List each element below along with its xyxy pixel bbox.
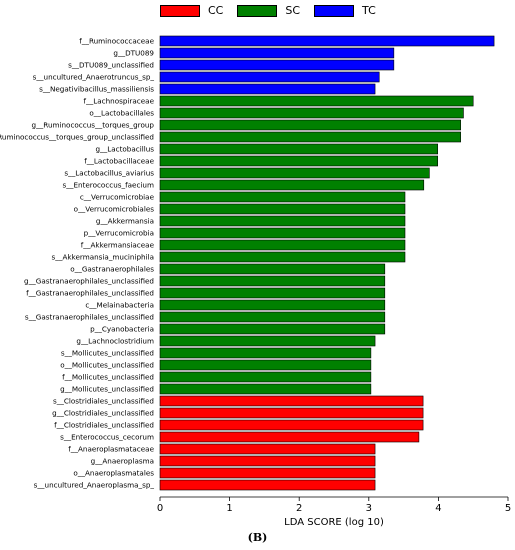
x-tick-label: 5 [505,503,511,514]
bar [159,227,406,239]
legend: CC SC TC [160,4,376,17]
bar-label: g__Clostridiales_unclassified [52,409,154,418]
bar [159,275,386,287]
bar [159,323,386,335]
bar-label: o__Lactobacillales [89,109,154,118]
bar-label: f__Clostridiales_unclassified [54,421,154,430]
bar-label: g__Ruminococcus__torques_group [32,121,155,130]
bar [159,119,461,131]
bar-label: s__Lactobacillus_aviarius [64,169,154,178]
bar-label: f__Anaeroplasmataceae [68,445,154,454]
bar-label: o__Verrucomicrobiales [74,205,155,214]
bar-label: s__uncultured_Anaerotruncus_sp_ [33,73,155,82]
legend-item-tc: TC [314,4,376,17]
bar-label: s__Akkermansia_muciniphila [52,253,154,262]
x-tick-label: 3 [366,503,372,514]
bar-label: s__Enterococcus_cecorum [60,433,154,442]
bar [159,407,424,419]
bar-label: g__Lachnoclostridium [76,337,154,346]
bar [159,203,406,215]
bar-label: s__Enterococcus_faecium [63,181,154,190]
bar [159,35,495,47]
legend-label-tc: TC [362,4,376,17]
bar [159,251,406,263]
bar-label: c__Verrucomicrobiae [80,193,155,202]
legend-label-sc: SC [285,4,301,17]
bar-label: s__Mollicutes_unclassified [61,349,154,358]
bar [159,395,424,407]
bar [159,431,420,443]
bar-label: g__DTU089 [113,49,154,58]
bar-label: s__DTU089_unclassified [68,61,154,70]
legend-item-cc: CC [160,4,223,17]
bar-label: c__Melainabacteria [85,301,154,310]
bar [159,59,395,71]
panel-label: (B) [247,531,268,544]
bar-label: o__Anaeroplasmatales [73,469,154,478]
bar-label: o__Gastranaerophilales [70,265,154,274]
bar-label: f__Lactobacillaceae [84,157,154,166]
bar [159,167,430,179]
x-tick-label: 4 [435,503,441,514]
bar-label: s__Ruminococcus__torques_group_unclassif… [0,133,154,142]
bar-label: g__Mollicutes_unclassified [60,385,154,394]
bar [159,347,372,359]
bar [159,311,386,323]
bar [159,383,372,395]
bar [159,263,386,275]
bar-label: f__Ruminococcaceae [79,37,154,46]
x-tick-label: 1 [226,503,232,514]
bar-label: s__Clostridiales_unclassified [53,397,154,406]
x-tick-label: 2 [296,503,302,514]
bar [159,95,474,107]
bar [159,83,376,95]
plot-area: f__Ruminococcaceae g__DTU089 s__DTU089_unc… [0,35,511,528]
bar [159,131,461,143]
bar-label: g__Lactobacillus [95,145,154,154]
legend-label-cc: CC [208,4,224,17]
bar [159,107,464,119]
x-tick-label: 0 [157,503,163,514]
bar [159,299,386,311]
legend-item-sc: SC [237,4,300,17]
x-axis-title: LDA SCORE (log 10) [284,517,384,528]
bar-label: o__Mollicutes_unclassified [60,361,154,370]
bar-label: f__Mollicutes_unclassified [62,373,154,382]
legend-swatch-cc [160,4,200,17]
bar [159,155,439,167]
bar [159,371,372,383]
bar [159,239,406,251]
bar [159,47,395,59]
bar [159,215,406,227]
bar [159,467,376,479]
bar [159,179,425,191]
bar-label: f__Akkermansiaceae [81,241,155,250]
bar [159,359,372,371]
bar-label: s__Negativibacillus_massiliensis [39,85,154,94]
bar-label: p__Verrucomicrobia [84,229,154,238]
bar [159,479,376,491]
bar-label: p__Cyanobacteria [90,325,154,334]
bar [159,335,376,347]
bar-label: s__uncultured_Anaeroplasma_sp_ [34,481,155,490]
bar [159,71,380,83]
bar-label: f__Lachnospiraceae [84,97,155,106]
bar-label: s__Gastranaerophilales_unclassified [25,313,154,322]
bar [159,191,406,203]
bar-label: g__Anaeroplasma [91,457,154,466]
bar [159,443,376,455]
bar [159,143,439,155]
bar [159,455,376,467]
bar [159,419,424,431]
legend-swatch-tc [314,4,355,17]
legend-swatch-sc [237,4,278,17]
bar-label: f__Gastranaerophilales_unclassified [26,289,154,298]
bar-label: g__Akkermansia [96,217,154,226]
bar-label: g__Gastranaerophilales_unclassified [24,277,154,286]
bar [159,287,386,299]
